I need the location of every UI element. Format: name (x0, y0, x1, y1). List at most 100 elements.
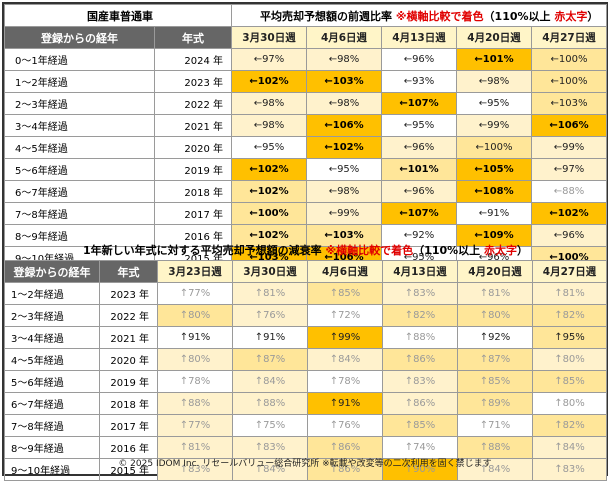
ratio-cell: ←96% (530, 224, 608, 247)
ratio-cell: ↑88% (457, 436, 533, 459)
ratio-cell: ←88% (530, 180, 608, 203)
ratio-cell: ↑86% (382, 348, 458, 371)
ratio-cell: ←92% (381, 224, 457, 247)
ratio-cell: ↑88% (382, 326, 458, 349)
table-row: 4～5年経過 2020 年 ↑80% ↑87% ↑84% ↑86% ↑87% ↑80% (4, 348, 607, 371)
table-row: 4～5年経過 2020 年 ←95% ←102% ←96% ←100% ←99% (4, 136, 608, 159)
age-label: 6～7年経過 (4, 180, 155, 203)
ratio-cell: ↑76% (232, 304, 308, 327)
ratio-cell: ↑82% (532, 304, 607, 327)
week-header: 4月27日週 (532, 260, 607, 283)
week-header: 4月6日週 (307, 260, 383, 283)
ratio-cell: ←100% (456, 136, 532, 159)
ratio-cell: ←106% (306, 114, 382, 137)
ratio-cell: ↑83% (232, 436, 308, 459)
ratio-cell: ←106% (530, 114, 608, 137)
ratio-cell: ←96% (381, 180, 457, 203)
week-header: 4月27日週 (530, 26, 608, 49)
ratio-cell: ←102% (231, 224, 307, 247)
ratio-cell: ←103% (530, 92, 608, 115)
age-label: 4～5年経過 (4, 136, 155, 159)
ratio-cell: ←102% (231, 70, 307, 93)
ratio-cell: ↑80% (532, 392, 607, 415)
ratio-cell: ←98% (231, 92, 307, 115)
week-header: 4月13日週 (382, 260, 458, 283)
table-row: 7～8年経過 2017 年 ↑77% ↑75% ↑76% ↑85% ↑71% ↑82% (4, 414, 607, 437)
title-note: ※横軸比較で着色 (325, 244, 414, 257)
ratio-cell: ↑85% (532, 370, 607, 393)
ratio-cell: ↑84% (232, 370, 308, 393)
model-year: 2017 年 (154, 202, 232, 225)
table-row: 5～6年経過 2019 年 ↑78% ↑84% ↑78% ↑83% ↑85% ↑85% (4, 370, 607, 393)
ratio-cell: ↑91% (157, 326, 233, 349)
col-header-age: 登録からの経年 (4, 260, 100, 283)
age-label: 4～5年経過 (4, 348, 100, 371)
ratio-cell: ←102% (306, 136, 382, 159)
table-row: 1～2年経過 2023 年 ←102% ←103% ←93% ←98% ←100% (4, 70, 608, 93)
ratio-cell: ↑80% (157, 348, 233, 371)
ratio-cell: ↑89% (457, 392, 533, 415)
ratio-cell: ↑72% (307, 304, 383, 327)
ratio-cell: ↑77% (157, 282, 233, 305)
table-row: 1～2年経過 2023 年 ↑77% ↑81% ↑85% ↑83% ↑81% ↑81% (4, 282, 607, 305)
ratio-cell: ↑91% (232, 326, 308, 349)
age-label: 2～3年経過 (4, 304, 100, 327)
table-row: 7～8年経過 2017 年 ←100% ←99% ←107% ←91% ←102% (4, 202, 608, 225)
title-close: ） (587, 9, 599, 23)
model-year: 2022 年 (154, 92, 232, 115)
table-row: 6～7年経過 2018 年 ↑88% ↑88% ↑91% ↑86% ↑89% ↑80% (4, 392, 607, 415)
ratio-cell: ↑82% (382, 304, 458, 327)
week-header: 3月30日週 (232, 260, 308, 283)
model-year: 2020 年 (99, 348, 158, 371)
title-paren: （110%以上 (413, 244, 484, 257)
table-row: 3～4年経過 2021 年 ↑91% ↑91% ↑99% ↑88% ↑92% ↑95% (4, 326, 607, 349)
decay-ratio-table: 1年新しい年式に対する平均売却予想額の減衰率 ※横軸比較で着色（110%以上 赤… (4, 240, 607, 481)
ratio-cell: ←99% (456, 114, 532, 137)
age-label: 3～4年経過 (4, 326, 100, 349)
ratio-cell: ←98% (231, 114, 307, 137)
ratio-cell: ←95% (381, 114, 457, 137)
ratio-cell: ←99% (530, 136, 608, 159)
age-label: 6～7年経過 (4, 392, 100, 415)
ratio-cell: ↑83% (532, 458, 607, 481)
ratio-cell: ↑80% (457, 304, 533, 327)
ratio-cell: ↑77% (157, 414, 233, 437)
col-header-year: 年式 (154, 26, 232, 49)
col-header-year: 年式 (99, 260, 158, 283)
ratio-cell: ↑83% (382, 282, 458, 305)
ratio-cell: ←97% (231, 48, 307, 71)
ratio-cell: ↑85% (457, 370, 533, 393)
ratio-cell: ↑84% (307, 348, 383, 371)
ratio-cell: ←95% (306, 158, 382, 181)
ratio-cell: ←98% (306, 180, 382, 203)
week-header: 4月20日週 (456, 26, 532, 49)
ratio-cell: ←95% (231, 136, 307, 159)
ratio-cell: ←98% (456, 70, 532, 93)
ratio-cell: ↑88% (232, 392, 308, 415)
ratio-cell: ←103% (306, 70, 382, 93)
week-header: 4月6日週 (306, 26, 382, 49)
ratio-cell: ←105% (456, 158, 532, 181)
ratio-cell: ←107% (381, 202, 457, 225)
ratio-cell: ↑76% (307, 414, 383, 437)
col-header-age: 登録からの経年 (4, 26, 155, 49)
ratio-cell: ←95% (456, 92, 532, 115)
ratio-cell: ↑95% (532, 326, 607, 349)
week-header: 3月30日週 (231, 26, 307, 49)
age-label: 2～3年経過 (4, 92, 155, 115)
age-label: 1～2年経過 (4, 282, 100, 305)
ratio-cell: ←109% (456, 224, 532, 247)
table-row: 8～9年経過 2016 年 ←102% ←103% ←92% ←109% ←96% (4, 224, 608, 247)
ratio-cell: ←98% (306, 48, 382, 71)
ratio-cell: ←100% (530, 70, 608, 93)
ratio-cell: ←102% (231, 158, 307, 181)
ratio-cell: ↑86% (307, 436, 383, 459)
week-header: 3月23日週 (157, 260, 233, 283)
title-red-bold: 赤太字 (554, 9, 588, 23)
ratio-cell: ←98% (306, 92, 382, 115)
age-label: 5～6年経過 (4, 370, 100, 393)
table-row: 2～3年経過 2022 年 ←98% ←98% ←107% ←95% ←103% (4, 92, 608, 115)
ratio-cell: ↑86% (382, 392, 458, 415)
ratio-cell: ←91% (456, 202, 532, 225)
title-note: ※横軸比較で着色 (395, 9, 484, 23)
